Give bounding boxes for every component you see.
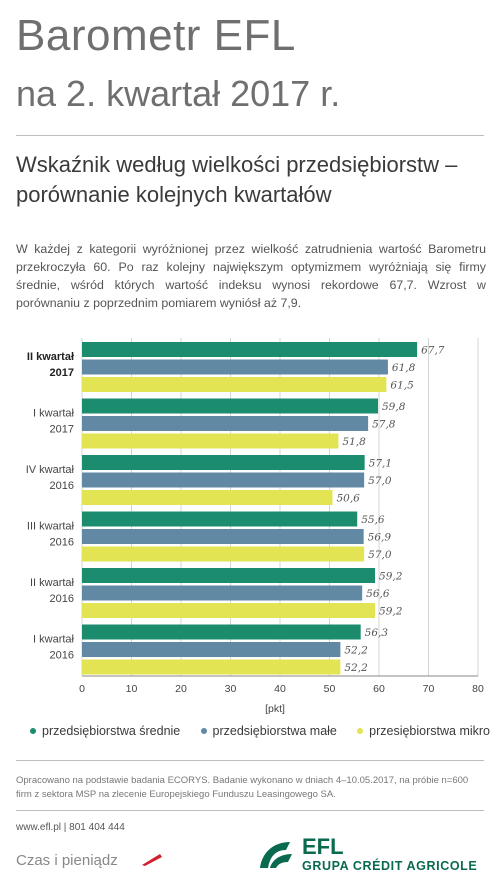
data-label: 52,2 xyxy=(344,662,368,674)
data-label: 67,7 xyxy=(421,345,445,357)
source-note: Opracowano na podstawie badania ECORYS. … xyxy=(16,775,469,800)
chart-legend: przedsiębiorstwa średnie przedsiębiorstw… xyxy=(30,724,490,738)
bar xyxy=(82,603,376,618)
legend-dot-icon xyxy=(357,728,364,734)
bar xyxy=(82,642,341,657)
data-label: 51,8 xyxy=(342,436,366,448)
x-tick-label: 80 xyxy=(472,683,484,695)
legend-dot-icon xyxy=(200,728,207,734)
data-label: 59,2 xyxy=(379,571,403,583)
category-label: 2016 xyxy=(50,537,74,549)
category-label: II kwartał xyxy=(27,351,74,363)
bar xyxy=(82,342,418,357)
category-label: 2017 xyxy=(50,424,74,436)
bar xyxy=(82,546,365,562)
x-tick-label: 40 xyxy=(274,683,286,695)
efl-brand-group: GRUPA CRÉDIT AGRICOLE xyxy=(302,859,478,873)
bar xyxy=(82,398,379,414)
legend-label-small: przedsiębiorstwa małe xyxy=(212,724,337,738)
category-label: 2016 xyxy=(50,650,74,662)
legend-dot-icon xyxy=(30,728,36,734)
brand-title: Barometr EFL xyxy=(16,11,296,60)
category-label: III kwartał xyxy=(27,521,75,533)
slogan: Czas i pieniądz xyxy=(16,852,118,869)
x-tick-label: 70 xyxy=(423,683,435,695)
x-tick-label: 60 xyxy=(373,683,385,695)
brand-subtitle: na 2. kwartał 2017 r. xyxy=(16,73,341,114)
data-label: 57,0 xyxy=(368,549,392,561)
bar xyxy=(82,568,376,583)
bar xyxy=(82,659,341,675)
bar xyxy=(82,624,361,640)
legend-label-medium: przedsiębiorstwa średnie xyxy=(42,724,181,738)
legend-item-small: przedsiębiorstwa małe xyxy=(200,724,337,738)
data-label: 50,6 xyxy=(336,493,360,505)
data-label: 52,2 xyxy=(344,645,368,657)
category-label: 2016 xyxy=(50,593,74,605)
red-slash-icon xyxy=(142,854,162,866)
data-label: 56,6 xyxy=(366,588,390,600)
bar xyxy=(82,511,358,527)
bar xyxy=(82,377,387,392)
data-label: 56,3 xyxy=(365,627,389,639)
bar xyxy=(82,529,364,544)
data-label: 55,6 xyxy=(361,514,385,526)
category-label: IV kwartał xyxy=(26,464,75,476)
divider xyxy=(16,810,484,811)
contact-info[interactable]: www.efl.pl | 801 404 444 xyxy=(16,822,125,833)
data-label: 57,1 xyxy=(369,458,392,470)
legend-item-micro: przesiębiorstwa mikro xyxy=(357,724,490,738)
section-title: Wskaźnik według wielkości przedsiębiorst… xyxy=(16,152,458,207)
x-tick-label: 20 xyxy=(175,683,187,695)
x-tick-label: 30 xyxy=(225,683,237,695)
bar xyxy=(82,490,333,505)
bar-chart: 67,7 61,8 61,5 II kwartał 2017 59,8 57,8 51,8 I … xyxy=(26,338,484,715)
credit-agricole-logo-icon xyxy=(260,842,292,868)
x-tick-label: 0 xyxy=(79,683,85,695)
data-label: 57,0 xyxy=(368,475,392,487)
bar xyxy=(82,455,365,470)
x-axis-label: [pkt] xyxy=(265,703,285,715)
data-label: 59,8 xyxy=(382,401,406,413)
intro-text: W każdej z kategorii wyróżnionej przez w… xyxy=(16,242,486,310)
legend-label-micro: przesiębiorstwa mikro xyxy=(369,724,490,738)
x-tick-label: 10 xyxy=(126,683,138,695)
divider xyxy=(16,760,484,761)
bar xyxy=(82,585,363,601)
bar xyxy=(82,433,339,449)
category-label: 2017 xyxy=(50,367,74,379)
data-label: 61,5 xyxy=(390,380,414,392)
bar xyxy=(82,359,388,375)
category-label: II kwartał xyxy=(30,577,75,589)
category-label: I kwartał xyxy=(33,408,75,420)
data-label: 59,2 xyxy=(379,606,403,618)
category-label: I kwartał xyxy=(33,634,75,646)
bar xyxy=(82,472,365,488)
bar xyxy=(82,416,369,431)
legend-item-medium: przedsiębiorstwa średnie xyxy=(30,724,180,738)
data-label: 61,8 xyxy=(392,362,416,374)
divider xyxy=(16,135,484,136)
x-tick-label: 50 xyxy=(324,683,336,695)
data-label: 57,8 xyxy=(372,419,396,431)
category-label: 2016 xyxy=(50,480,74,492)
efl-brand-name: EFL xyxy=(302,834,344,859)
data-label: 56,9 xyxy=(368,532,392,544)
